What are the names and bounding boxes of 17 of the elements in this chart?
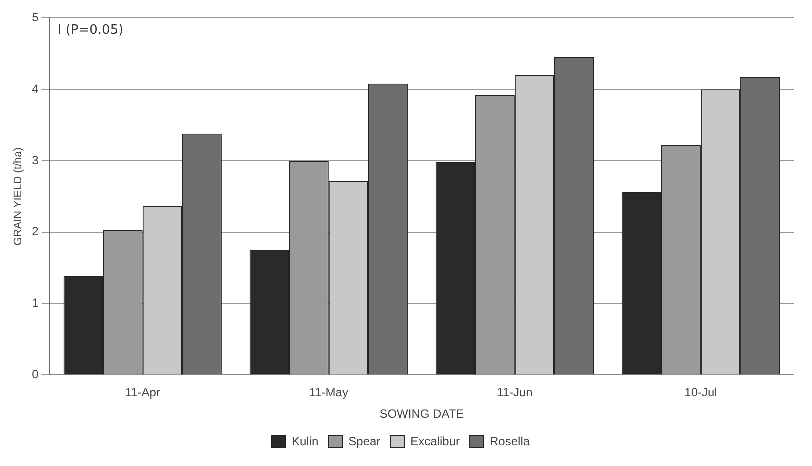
y-tick-label: 3 — [32, 153, 40, 168]
legend-label: Kulin — [292, 434, 319, 448]
legend-label: Spear — [348, 434, 381, 448]
x-tick-label: 11-Apr — [125, 386, 160, 400]
x-tick-label: 10-Jul — [684, 386, 718, 400]
y-tick-label: 0 — [32, 368, 40, 382]
legend-label: Rosella — [490, 434, 530, 448]
y-tick-label: 5 — [32, 10, 40, 25]
annotation: I (P=0.05) — [58, 23, 124, 38]
y-tick-label: 1 — [32, 296, 40, 310]
legend-label: Excalibur — [410, 434, 460, 448]
y-axis-title: GRAIN YIELD (t/ha) — [12, 148, 25, 246]
x-axis-title: SOWING DATE — [380, 407, 464, 422]
y-tick-label: 2 — [32, 224, 40, 239]
y-tick-label: 4 — [32, 82, 40, 96]
x-tick-label: 11-Jun — [497, 386, 533, 400]
x-tick-label: 11-May — [309, 386, 348, 400]
